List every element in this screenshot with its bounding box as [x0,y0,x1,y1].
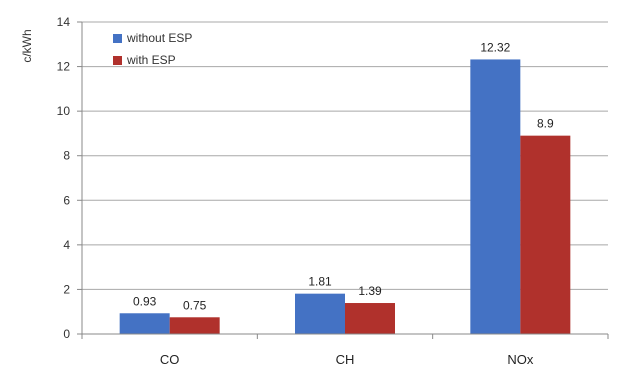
bars [119,59,571,334]
legend: without ESP with ESP [113,31,192,67]
gridlines [82,21,608,335]
data-labels: 0.93 0.75 1.81 1.39 12.32 8.9 [133,40,554,312]
data-label: 1.81 [308,275,332,289]
legend-swatch [113,56,122,65]
bar [169,317,220,334]
bar [119,313,170,334]
data-label: 12.32 [480,40,510,54]
bar [295,293,345,334]
legend-label: without ESP [126,31,192,45]
data-label: 1.39 [358,284,382,298]
legend-label: with ESP [126,53,176,67]
y-tick-label: 4 [63,238,70,252]
y-tick-label: 0 [63,327,70,341]
axes: 0 2 4 6 8 10 12 14 CO CH NOx [57,15,609,367]
bar [520,135,571,334]
y-tick-label: 2 [63,282,70,296]
bar [470,59,521,334]
y-tick-label: 10 [57,104,71,118]
y-tick-label: 14 [57,15,71,29]
y-tick-label: 12 [57,60,71,74]
y-tick-label: 8 [63,149,70,163]
data-label: 0.75 [183,298,207,312]
data-label: 8.9 [537,117,554,131]
data-label: 0.93 [133,294,157,308]
legend-swatch [113,34,122,43]
x-tick-label: CH [336,352,355,367]
x-tick-label: NOx [507,352,534,367]
bar [345,303,395,334]
y-axis-title: c/kWh [20,29,34,62]
x-tick-label: CO [160,352,180,367]
y-tick-label: 6 [63,193,70,207]
